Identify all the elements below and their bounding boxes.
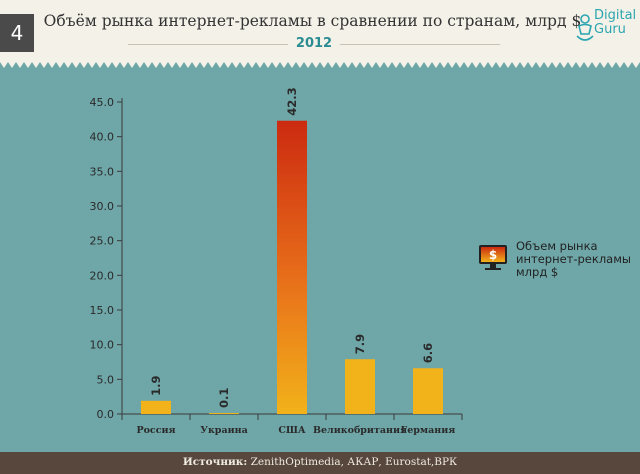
y-tick-label: 45.0	[90, 96, 115, 109]
x-tick-label: Украина	[200, 425, 248, 436]
x-tick-label: Великобритания	[313, 425, 407, 436]
bar	[209, 413, 239, 414]
digital-guru-logo-icon	[576, 14, 594, 41]
bar	[413, 368, 443, 414]
y-tick-label: 15.0	[90, 304, 115, 317]
bar-chart: 0.0 5.0 10.0 15.0 20.0 25.0 30.0 35.0 40.0 45.0 Р…	[90, 87, 463, 436]
source-caption: Источник: ZenithOptimedia, АКАР, Eurosta…	[0, 456, 640, 468]
legend-line-1: Объем рынка	[516, 239, 598, 253]
legend-label: Объем рынка интернет-рекламы млрд $	[516, 240, 634, 279]
data-label: 42.3	[285, 87, 299, 115]
svg-text:$: $	[489, 248, 497, 262]
y-tick-label: 20.0	[90, 269, 115, 282]
source-label: Источник:	[182, 456, 248, 468]
bar	[141, 400, 171, 414]
logo-text-line2: Guru	[594, 22, 626, 37]
y-tick-label: 5.0	[97, 373, 115, 386]
header: 4 Объём рынка интернет-рекламы в сравнен…	[0, 0, 640, 62]
y-axis: 0.0 5.0 10.0 15.0 20.0 25.0 30.0 35.0 40.0 45.0	[90, 96, 123, 421]
bar	[345, 359, 375, 414]
y-tick-label: 30.0	[90, 200, 115, 213]
logo-text-line1: Digital	[594, 8, 637, 23]
logo[interactable]: Digital Guru	[568, 4, 640, 54]
y-tick-label: 10.0	[90, 339, 115, 352]
header-zigzag-edge	[0, 58, 640, 68]
year-label: 2012	[288, 36, 340, 51]
bars	[141, 120, 443, 414]
data-label: 6.6	[421, 343, 435, 363]
legend-line-2: интернет-рекламы	[516, 252, 631, 266]
page-title: Объём рынка интернет-рекламы в сравнении…	[43, 12, 582, 30]
data-label: 7.9	[353, 334, 367, 354]
x-tick-label: США	[278, 425, 306, 436]
page-number: 4	[0, 14, 34, 52]
y-tick-label: 25.0	[90, 235, 115, 248]
y-tick-label: 40.0	[90, 131, 115, 144]
x-tick-label: Россия	[136, 425, 175, 436]
monitor-dollar-icon: $	[479, 245, 507, 270]
x-tick-label: Германия	[401, 425, 456, 436]
bar	[277, 120, 307, 414]
footer: Источник: ZenithOptimedia, АКАР, Eurosta…	[0, 452, 640, 474]
logo-text: Digital Guru	[594, 9, 636, 37]
data-label: 1.9	[149, 375, 163, 395]
chart-legend: $ Объем рынка интернет-рекламы млрд $	[478, 240, 638, 284]
y-tick-label: 35.0	[90, 165, 115, 178]
source-text: ZenithOptimedia, АКАР, Eurostat,ВРК	[247, 456, 458, 468]
y-tick-label: 0.0	[97, 408, 115, 421]
data-labels: 1.9 0.1 42.3 7.9 6.6	[149, 87, 435, 408]
data-label: 0.1	[217, 388, 231, 408]
legend-line-3: млрд $	[516, 265, 559, 279]
